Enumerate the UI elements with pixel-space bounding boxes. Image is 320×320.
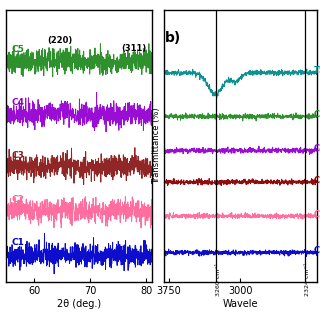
Text: C5: C5: [12, 45, 25, 54]
Text: C4: C4: [314, 144, 320, 153]
Text: C5: C5: [314, 110, 320, 119]
Text: 3260 cm⁻¹: 3260 cm⁻¹: [216, 263, 220, 296]
X-axis label: 2θ (deg.): 2θ (deg.): [57, 299, 101, 309]
Text: C1: C1: [12, 238, 25, 247]
Text: C2: C2: [314, 210, 320, 219]
Text: TSC: TSC: [314, 66, 320, 75]
Text: (311): (311): [122, 44, 147, 53]
Text: 2324 cm⁻¹: 2324 cm⁻¹: [305, 262, 310, 296]
Text: (220): (220): [47, 36, 72, 44]
Text: C1: C1: [314, 246, 320, 255]
Text: b): b): [165, 31, 181, 45]
Text: C3: C3: [314, 176, 320, 185]
X-axis label: Wavele: Wavele: [223, 299, 258, 309]
Text: C3: C3: [12, 151, 25, 160]
Text: C2: C2: [12, 195, 25, 204]
Y-axis label: Transmittance (%): Transmittance (%): [152, 107, 161, 184]
Text: C4: C4: [12, 98, 25, 107]
